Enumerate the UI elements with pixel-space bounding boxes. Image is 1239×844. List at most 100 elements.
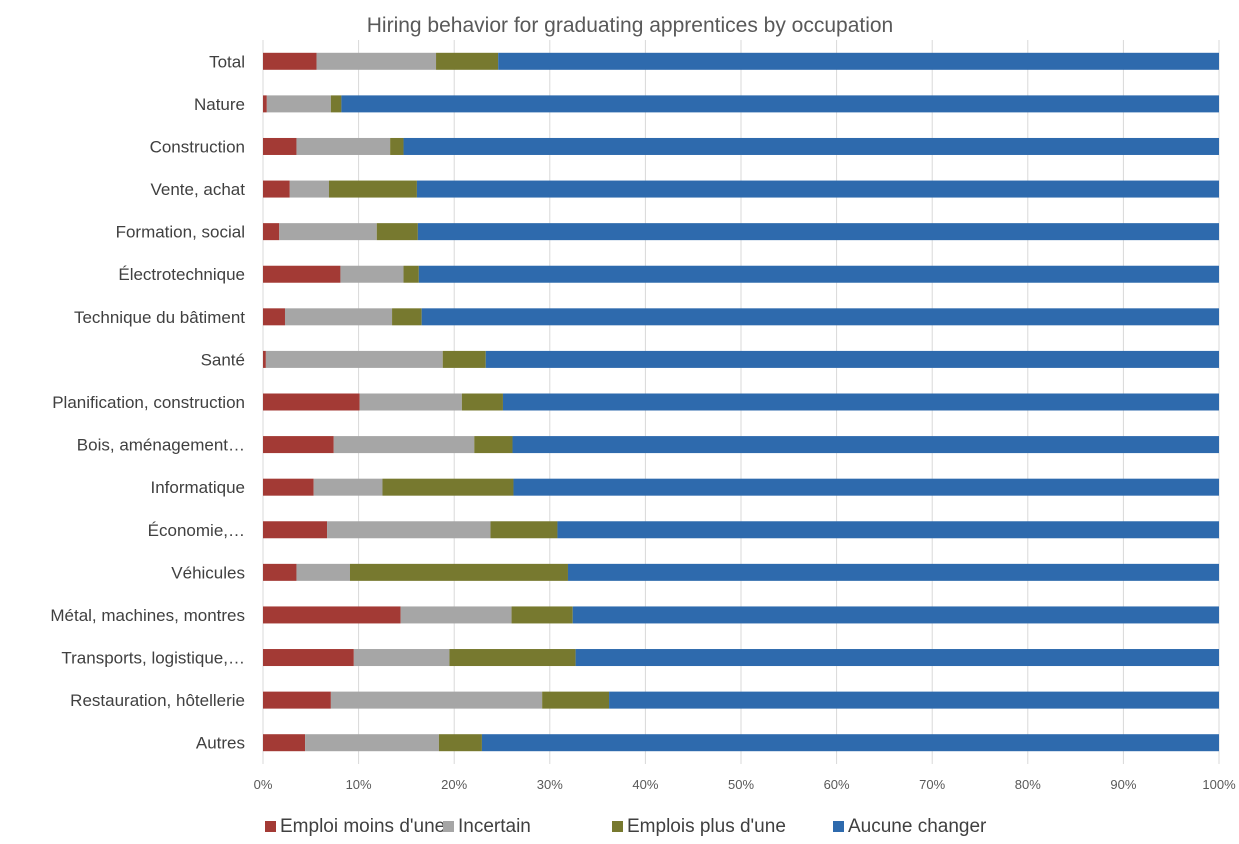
x-tick-label: 10% — [346, 777, 372, 792]
bar-segment — [542, 691, 610, 709]
category-label: Technique du bâtiment — [74, 308, 245, 327]
bar-segment — [316, 52, 437, 70]
bar-segment — [359, 393, 462, 411]
bar-segment — [436, 52, 499, 70]
bar-segment — [485, 350, 1219, 368]
x-tick-label: 50% — [728, 777, 754, 792]
x-axis-tick-labels: 0% 10% 20% 30% 40% 50% 60% 70% 80% 90% 100% — [254, 777, 1236, 792]
bar-segment — [328, 180, 417, 198]
bar-segment — [449, 649, 576, 667]
bar-segment — [512, 436, 1219, 454]
bar-segment — [390, 137, 404, 155]
x-tick-label: 80% — [1015, 777, 1041, 792]
bar-segment — [498, 52, 1219, 70]
bar-segment — [557, 521, 1219, 539]
bar-segment — [572, 606, 1219, 624]
category-label: Restauration, hôtellerie — [70, 691, 245, 710]
bar-segment — [263, 436, 334, 454]
bar-segment — [327, 521, 491, 539]
category-label: Total — [209, 52, 245, 71]
bar-segment — [263, 521, 328, 539]
bar-segment — [513, 478, 1219, 496]
category-label: Électrotechnique — [118, 265, 245, 284]
bar-segment — [263, 308, 285, 326]
bar-segment — [442, 350, 486, 368]
bar-segment — [341, 95, 1220, 113]
x-tick-label: 20% — [441, 777, 467, 792]
bar-segment — [263, 223, 280, 241]
bar-segment — [461, 393, 503, 411]
category-label: Autres — [196, 734, 245, 753]
x-tick-label: 40% — [632, 777, 658, 792]
bar-segment — [263, 52, 317, 70]
bar-segment — [289, 180, 329, 198]
bar-segment — [263, 606, 401, 624]
bar-segment — [263, 180, 290, 198]
category-label: Vente, achat — [150, 180, 245, 199]
x-tick-label: 30% — [537, 777, 563, 792]
category-label: Nature — [194, 95, 245, 114]
bar-segment — [265, 350, 443, 368]
legend-swatch — [833, 821, 844, 832]
legend-label: Aucune changer — [848, 816, 987, 837]
bar-segment — [263, 137, 297, 155]
bar-segment — [490, 521, 558, 539]
category-label: Planification, construction — [52, 393, 245, 412]
category-labels: Total Nature Construction Vente, achat Forma… — [50, 52, 245, 752]
bar-segment — [330, 95, 342, 113]
bar-segment — [263, 478, 314, 496]
legend: Emploi moins d'une Incertain Emplois plus … — [265, 816, 987, 837]
x-tick-label: 70% — [919, 777, 945, 792]
bar-segment — [263, 563, 297, 581]
category-label: Bois, aménagement… — [77, 436, 245, 455]
bar-segment — [511, 606, 573, 624]
bar-segment — [438, 734, 482, 752]
category-label: Formation, social — [116, 223, 245, 242]
legend-swatch — [612, 821, 623, 832]
chart-title: Hiring behavior for graduating apprentic… — [367, 14, 894, 37]
bars — [263, 52, 1220, 752]
bar-segment — [340, 265, 404, 283]
bar-segment — [417, 223, 1219, 241]
bar-segment — [474, 436, 513, 454]
x-tick-label: 100% — [1202, 777, 1236, 792]
bar-segment — [296, 137, 391, 155]
bar-segment — [263, 350, 266, 368]
bar-segment — [279, 223, 377, 241]
bar-segment — [575, 649, 1219, 667]
bar-segment — [416, 180, 1219, 198]
bar-segment — [313, 478, 383, 496]
legend-label: Emploi moins d'une — [280, 816, 445, 837]
bar-segment — [403, 265, 419, 283]
legend-label: Incertain — [458, 816, 531, 837]
bar-segment — [567, 563, 1219, 581]
bar-segment — [403, 137, 1220, 155]
category-label: Informatique — [151, 478, 246, 497]
bar-segment — [263, 734, 306, 752]
bar-segment — [305, 734, 439, 752]
bar-segment — [284, 308, 393, 326]
legend-swatch — [265, 821, 276, 832]
category-label: Construction — [150, 137, 245, 156]
bar-segment — [296, 563, 350, 581]
bar-segment — [333, 436, 475, 454]
bar-segment — [382, 478, 514, 496]
legend-label: Emplois plus d'une — [627, 816, 786, 837]
bar-segment — [392, 308, 422, 326]
bar-segment — [481, 734, 1219, 752]
category-label: Véhicules — [171, 563, 245, 582]
bar-segment — [263, 691, 331, 709]
bar-segment — [376, 223, 418, 241]
bar-segment — [609, 691, 1219, 709]
legend-swatch — [443, 821, 454, 832]
category-label: Santé — [201, 350, 245, 369]
bar-segment — [263, 95, 267, 113]
bar-segment — [330, 691, 543, 709]
x-tick-label: 60% — [824, 777, 850, 792]
category-label: Économie,… — [148, 521, 245, 540]
category-label: Métal, machines, montres — [50, 606, 245, 625]
bar-segment — [418, 265, 1219, 283]
bar-segment — [266, 95, 331, 113]
bar-segment — [502, 393, 1219, 411]
